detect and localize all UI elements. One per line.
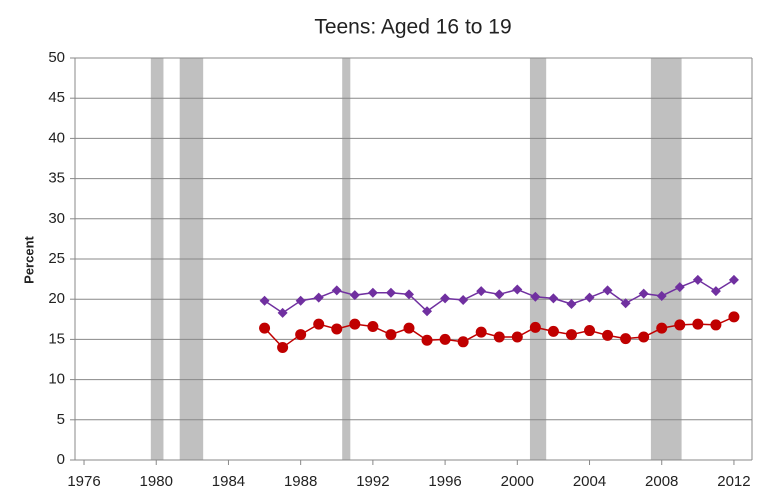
data-point [385,287,396,298]
data-point [674,282,685,293]
data-point [511,331,523,343]
data-point [295,295,306,306]
y-axis-label: Percent [21,235,36,283]
data-point [259,322,271,334]
chart-title: Teens: Aged 16 to 19 [314,16,511,39]
y-tick-label: 0 [57,451,65,468]
y-tick-label: 45 [48,89,65,106]
data-point [313,292,324,303]
data-point [674,319,686,331]
data-point [367,287,378,298]
data-point [728,311,740,323]
data-point [692,274,703,285]
y-tick-label: 5 [57,411,65,428]
y-tick-label: 10 [48,371,65,388]
y-tick-label: 40 [48,129,65,146]
x-tick-label: 2012 [717,473,750,490]
data-point [403,289,414,300]
x-tick-label: 1976 [67,473,100,490]
data-point [602,329,614,341]
data-point [403,322,415,334]
y-tick-label: 15 [48,330,65,347]
data-point [277,341,289,353]
x-tick-label: 1984 [212,473,245,490]
x-tick-label: 2004 [573,473,606,490]
x-tick-label: 1996 [428,473,461,490]
data-point [638,288,649,299]
y-tick-label: 30 [48,210,65,227]
data-point [457,336,469,348]
x-tick-label: 1980 [140,473,173,490]
data-point [367,321,379,333]
data-point [331,323,343,335]
data-point [512,284,523,295]
data-point [422,306,433,317]
data-point [638,331,650,343]
data-point [602,285,613,296]
data-point [692,318,704,330]
data-point [331,285,342,296]
x-tick-label: 1992 [356,473,389,490]
data-point [656,290,667,301]
data-point [385,329,397,341]
x-tick-label: 2000 [501,473,534,490]
data-point [710,286,721,297]
data-point [728,274,739,285]
data-point [584,292,595,303]
data-point [656,322,668,334]
data-point [620,298,631,309]
y-tick-label: 50 [48,49,65,66]
y-tick-label: 35 [48,170,65,187]
y-tick-label: 20 [48,290,65,307]
data-point [475,326,487,338]
data-point [565,329,577,341]
x-tick-label: 1988 [284,473,317,490]
data-point [529,321,541,333]
data-point [259,295,270,306]
data-point [548,293,559,304]
data-point [584,325,596,337]
data-point [349,290,360,301]
data-point [440,293,451,304]
data-point [476,286,487,297]
data-point [439,333,451,345]
data-point [493,331,505,343]
data-point [277,307,288,318]
y-tick-label: 25 [48,250,65,267]
x-tick-label: 2008 [645,473,678,490]
data-point [566,299,577,310]
data-point [710,319,722,331]
data-point [494,289,505,300]
data-point [547,325,559,337]
data-point [620,333,632,345]
data-point [295,329,307,341]
data-point [458,295,469,306]
data-point [530,291,541,302]
data-point [421,334,433,346]
data-point [313,318,325,330]
data-point [349,318,361,330]
